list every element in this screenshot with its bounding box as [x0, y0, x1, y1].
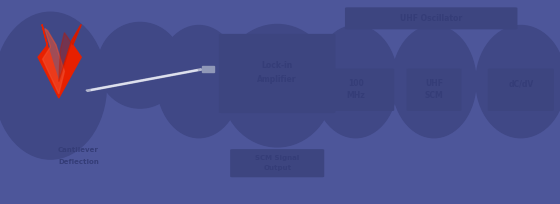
FancyBboxPatch shape	[317, 69, 394, 111]
FancyBboxPatch shape	[345, 7, 517, 29]
Text: SCM: SCM	[424, 91, 444, 100]
Text: MHz: MHz	[346, 91, 365, 100]
Text: 100: 100	[348, 79, 363, 88]
FancyBboxPatch shape	[407, 69, 461, 111]
Polygon shape	[38, 24, 81, 98]
FancyBboxPatch shape	[488, 69, 554, 111]
Ellipse shape	[98, 22, 182, 108]
Polygon shape	[91, 70, 198, 90]
Ellipse shape	[314, 26, 398, 138]
Ellipse shape	[0, 12, 106, 159]
Ellipse shape	[221, 24, 333, 147]
Text: dC/dV: dC/dV	[508, 79, 534, 88]
FancyBboxPatch shape	[219, 34, 335, 113]
Text: Deflection: Deflection	[58, 159, 99, 165]
Text: Amplifier: Amplifier	[258, 75, 297, 84]
Ellipse shape	[476, 26, 560, 138]
Text: UHF Oscillator: UHF Oscillator	[400, 14, 462, 23]
Text: Output: Output	[263, 165, 291, 171]
Text: Cantilever: Cantilever	[58, 147, 99, 153]
Polygon shape	[43, 29, 64, 94]
Text: SCM Signal: SCM Signal	[255, 155, 300, 161]
Text: UHF: UHF	[425, 79, 443, 88]
Polygon shape	[202, 66, 214, 72]
Ellipse shape	[392, 26, 476, 138]
Polygon shape	[86, 69, 202, 91]
Text: Lock-in: Lock-in	[262, 61, 293, 70]
Polygon shape	[59, 24, 81, 82]
Ellipse shape	[157, 26, 241, 138]
FancyBboxPatch shape	[230, 149, 324, 177]
